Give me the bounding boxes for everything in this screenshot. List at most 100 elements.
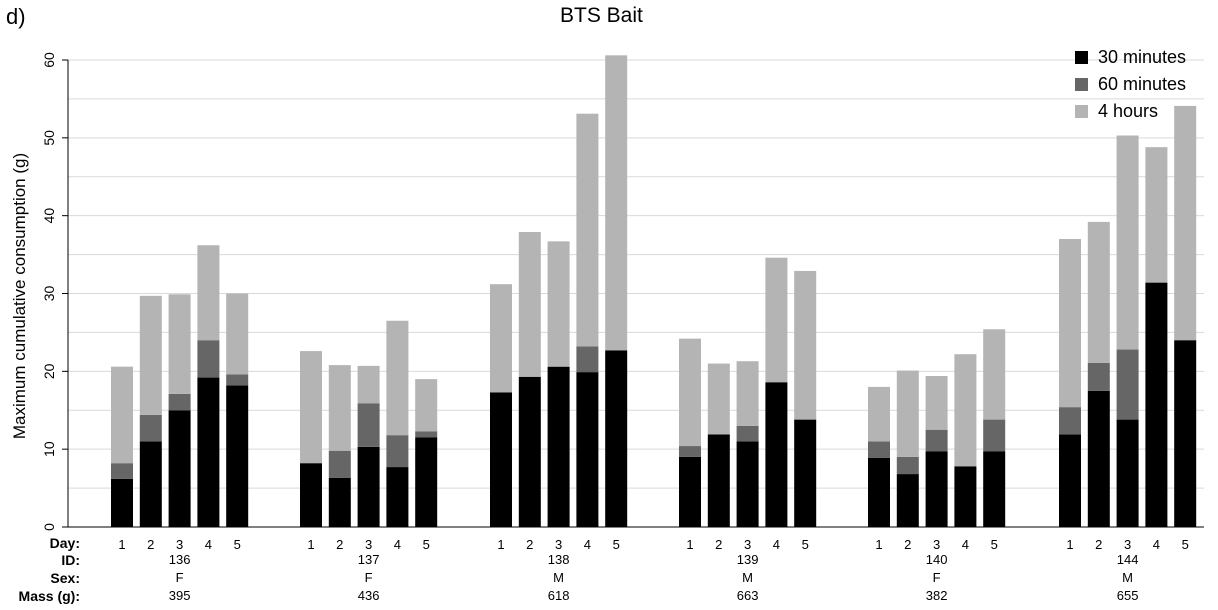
day-tick-label: 1 (307, 537, 314, 552)
legend-item-30-minutes: 30 minutes (1075, 44, 1186, 71)
bar-segment-60-minutes (983, 419, 1006, 452)
bar-segment-30-minutes (328, 477, 351, 527)
row-label-day: Day: (49, 535, 80, 551)
bar-segment-30-minutes (925, 451, 948, 527)
bar-segment-30-minutes (1145, 282, 1168, 527)
day-tick-label: 5 (1182, 537, 1189, 552)
y-tick-label: 20 (41, 363, 57, 379)
group-mass-label: 436 (357, 588, 380, 603)
bar-segment-30-minutes (1116, 419, 1139, 527)
day-tick-label: 1 (497, 537, 504, 552)
bar-segment-4-hours (954, 354, 977, 467)
bar-segment-4-hours (547, 241, 570, 367)
bar-segment-4-hours (707, 363, 730, 435)
bar-segment-30-minutes (679, 456, 701, 527)
bar-segment-30-minutes (139, 441, 162, 527)
y-tick-label: 0 (41, 523, 57, 531)
legend: 30 minutes 60 minutes 4 hours (1075, 44, 1186, 125)
bar-segment-4-hours (415, 379, 438, 432)
group-sex-label: M (1122, 570, 1134, 585)
day-tick-label: 4 (394, 537, 401, 552)
group-mass-label: 663 (736, 588, 759, 603)
day-tick-label: 1 (875, 537, 882, 552)
day-tick-label: 2 (904, 537, 911, 552)
day-tick-label: 4 (962, 537, 969, 552)
group-sex-label: F (932, 570, 941, 585)
bar-segment-60-minutes (1059, 407, 1081, 435)
bar-segment-30-minutes (490, 392, 512, 527)
bar-segment-30-minutes (765, 382, 788, 527)
bar-segment-4-hours (576, 113, 599, 347)
bar-segment-30-minutes (415, 437, 438, 527)
bar-segment-4-hours (736, 361, 759, 426)
bar-segment-4-hours (1116, 135, 1139, 350)
bar-segment-4-hours (197, 245, 220, 341)
day-tick-label: 5 (802, 537, 809, 552)
day-tick-label: 3 (365, 537, 372, 552)
day-tick-label: 2 (526, 537, 533, 552)
group-mass-label: 618 (547, 588, 570, 603)
day-tick-label: 5 (423, 537, 430, 552)
bar-segment-30-minutes (736, 441, 759, 527)
group-mass-label: 395 (168, 588, 191, 603)
bar-segment-4-hours (518, 232, 541, 377)
bar-segment-60-minutes (357, 403, 380, 447)
group-id-label: 137 (357, 552, 380, 567)
bar-segment-4-hours (168, 294, 191, 394)
group-id-label: 144 (1116, 552, 1139, 567)
bar-segment-60-minutes (197, 340, 220, 378)
day-tick-label: 5 (234, 537, 241, 552)
day-tick-label: 3 (1124, 537, 1131, 552)
day-tick-label: 5 (613, 537, 620, 552)
group-id-label: 139 (736, 552, 759, 567)
bar-segment-4-hours (925, 376, 948, 430)
bar-segment-4-hours (357, 365, 380, 404)
day-tick-label: 5 (991, 537, 998, 552)
bar-segment-4-hours (1174, 105, 1197, 341)
bar-segment-4-hours (139, 295, 162, 415)
bar-segment-60-minutes (226, 374, 249, 386)
bar-segment-4-hours (328, 365, 351, 451)
bar-segment-4-hours (1145, 147, 1168, 283)
bar-segment-4-hours (605, 55, 628, 351)
day-tick-label: 4 (584, 537, 591, 552)
day-tick-label: 2 (336, 537, 343, 552)
group-id-label: 136 (168, 552, 191, 567)
bar-segment-60-minutes (868, 441, 890, 458)
bar-segment-4-hours (896, 370, 919, 457)
bar-segment-30-minutes (605, 350, 628, 527)
bar-segment-60-minutes (1116, 349, 1139, 420)
bar-segment-30-minutes (197, 377, 220, 527)
bar-segment-60-minutes (168, 393, 191, 411)
bar-segment-30-minutes (794, 419, 817, 527)
bar-segment-30-minutes (226, 385, 249, 527)
bar-segment-30-minutes (707, 434, 730, 527)
y-tick-label: 50 (41, 130, 57, 146)
legend-item-4-hours: 4 hours (1075, 98, 1186, 125)
bar-segment-60-minutes (328, 450, 351, 478)
legend-item-60-minutes: 60 minutes (1075, 71, 1186, 98)
legend-label: 60 minutes (1098, 74, 1187, 94)
bar-segment-4-hours (679, 338, 701, 447)
y-tick-label: 40 (41, 208, 57, 224)
legend-swatch-60-minutes (1075, 78, 1088, 91)
bar-segment-60-minutes (679, 446, 701, 457)
group-sex-label: F (364, 570, 373, 585)
day-tick-label: 1 (118, 537, 125, 552)
day-tick-label: 1 (686, 537, 693, 552)
day-tick-label: 2 (1095, 537, 1102, 552)
bar-segment-4-hours (868, 386, 890, 442)
group-mass-label: 655 (1116, 588, 1139, 603)
bar-segment-30-minutes (357, 446, 380, 527)
y-tick-label: 30 (41, 286, 57, 302)
bar-segment-4-hours (226, 293, 249, 375)
bar-segment-30-minutes (547, 366, 570, 527)
legend-label: 4 hours (1098, 101, 1159, 121)
day-tick-label: 3 (176, 537, 183, 552)
row-label-mass: Mass (g): (18, 588, 80, 604)
bar-segment-60-minutes (1087, 362, 1110, 391)
bar-segment-60-minutes (925, 429, 948, 452)
day-tick-label: 3 (933, 537, 940, 552)
bar-segment-60-minutes (139, 414, 162, 442)
